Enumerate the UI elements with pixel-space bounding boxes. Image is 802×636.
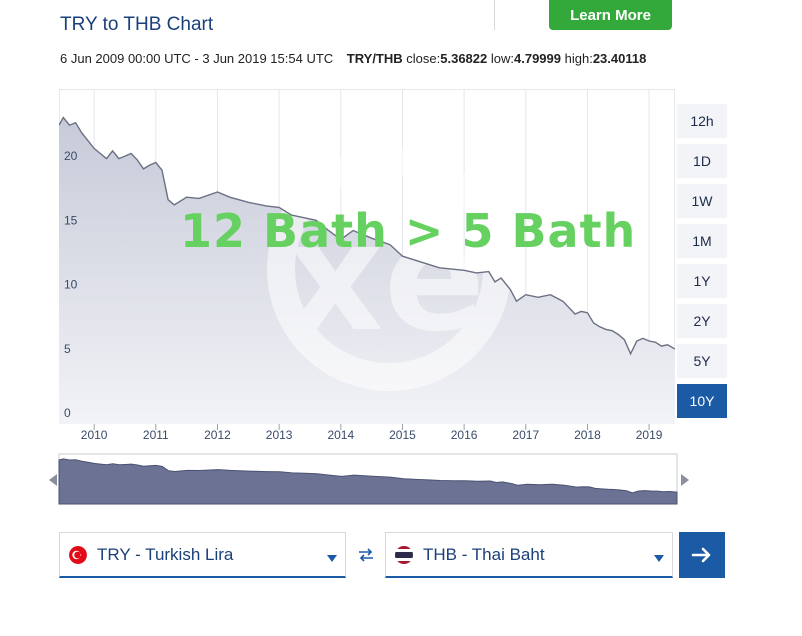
- from-currency-select[interactable]: TRY - Turkish Lira: [59, 532, 346, 578]
- chart-svg: xe 0 5 10 15 20: [59, 89, 675, 424]
- y-tick-label: 5: [64, 342, 71, 356]
- page-title: TRY to THB Chart: [60, 14, 214, 35]
- close-value: 5.36822: [440, 51, 488, 66]
- y-tick-label: 15: [64, 213, 78, 227]
- to-currency-label: THB - Thai Baht: [423, 544, 545, 564]
- range-1y-button[interactable]: 1Y: [677, 264, 727, 298]
- chart-info-line: 6 Jun 2009 00:00 UTC - 3 Jun 2019 15:54 …: [60, 51, 646, 66]
- range-1d-button[interactable]: 1D: [677, 144, 727, 178]
- to-currency-select[interactable]: THB - Thai Baht: [385, 532, 673, 578]
- navigator-right-handle-icon[interactable]: [681, 474, 689, 486]
- range-12h-button[interactable]: 12h: [677, 104, 727, 138]
- range-10y-button[interactable]: 10Y: [677, 384, 727, 418]
- y-tick-label: 10: [64, 278, 78, 292]
- header-divider: [494, 0, 495, 30]
- x-tick-label: 2019: [636, 428, 663, 442]
- x-tick-label: 2011: [143, 428, 169, 442]
- x-axis: 2010 2011 2012 2013 2014 2015 2016 2017 2018 2019: [59, 424, 675, 448]
- arrow-right-icon: [691, 547, 711, 563]
- x-tick-label: 2014: [327, 428, 354, 442]
- range-navigator[interactable]: [49, 452, 689, 506]
- chart-area[interactable]: xe 0 5 10 15 20: [59, 89, 675, 424]
- low-label: low:: [490, 51, 514, 66]
- convert-button[interactable]: [679, 532, 725, 578]
- x-tick-label: 2010: [81, 428, 108, 442]
- x-tick-label: 2018: [574, 428, 601, 442]
- x-tick-label: 2013: [266, 428, 293, 442]
- close-label: close:: [406, 51, 441, 66]
- x-tick-label: 2016: [451, 428, 478, 442]
- y-tick-label: 0: [64, 406, 71, 420]
- range-1w-button[interactable]: 1W: [677, 184, 727, 218]
- navigator-area: [58, 458, 678, 505]
- series-line: [59, 116, 675, 356]
- x-tick-label: 2012: [204, 428, 231, 442]
- range-2y-button[interactable]: 2Y: [677, 304, 727, 338]
- swap-arrows-icon[interactable]: [357, 546, 375, 564]
- navigator-left-handle-icon[interactable]: [49, 474, 57, 486]
- y-tick-label: 20: [64, 149, 78, 163]
- currency-pair: TRY/THB: [346, 51, 403, 66]
- y-tick-labels: 0 5 10 15 20: [64, 149, 78, 420]
- chevron-down-icon: [654, 555, 664, 562]
- turkey-flag-icon: [69, 545, 87, 564]
- annotation-text: 12 Bath > 5 Bath: [180, 204, 637, 258]
- high-label: high:: [564, 51, 593, 66]
- from-currency-label: TRY - Turkish Lira: [97, 544, 234, 564]
- x-axis-svg: 2010 2011 2012 2013 2014 2015 2016 2017 2018 2019: [81, 424, 663, 442]
- x-tick-label: 2015: [389, 428, 416, 442]
- watermark-logo: xe: [267, 147, 511, 391]
- high-value: 23.40118: [592, 51, 647, 66]
- navigator-svg: [49, 453, 689, 505]
- thailand-flag-icon: [395, 545, 413, 564]
- range-selector: 12h 1D 1W 1M 1Y 2Y 5Y 10Y: [677, 104, 727, 424]
- svg-text:xe: xe: [287, 191, 486, 365]
- date-range: 6 Jun 2009 00:00 UTC - 3 Jun 2019 15:54 …: [60, 51, 334, 66]
- x-tick-label: 2017: [512, 428, 539, 442]
- low-value: 4.79999: [514, 51, 561, 66]
- range-1m-button[interactable]: 1M: [677, 224, 727, 258]
- chevron-down-icon: [327, 555, 337, 562]
- learn-more-button[interactable]: Learn More: [549, 0, 672, 30]
- range-5y-button[interactable]: 5Y: [677, 344, 727, 378]
